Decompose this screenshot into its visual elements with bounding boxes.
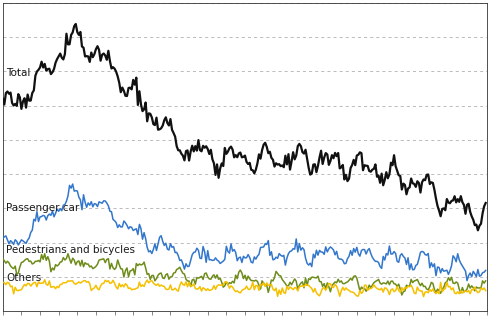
Text: Pedestrians and bicycles: Pedestrians and bicycles <box>6 245 135 254</box>
Text: Total: Total <box>6 68 30 78</box>
Text: Passenger car: Passenger car <box>6 204 79 213</box>
Text: Others: Others <box>6 273 41 283</box>
